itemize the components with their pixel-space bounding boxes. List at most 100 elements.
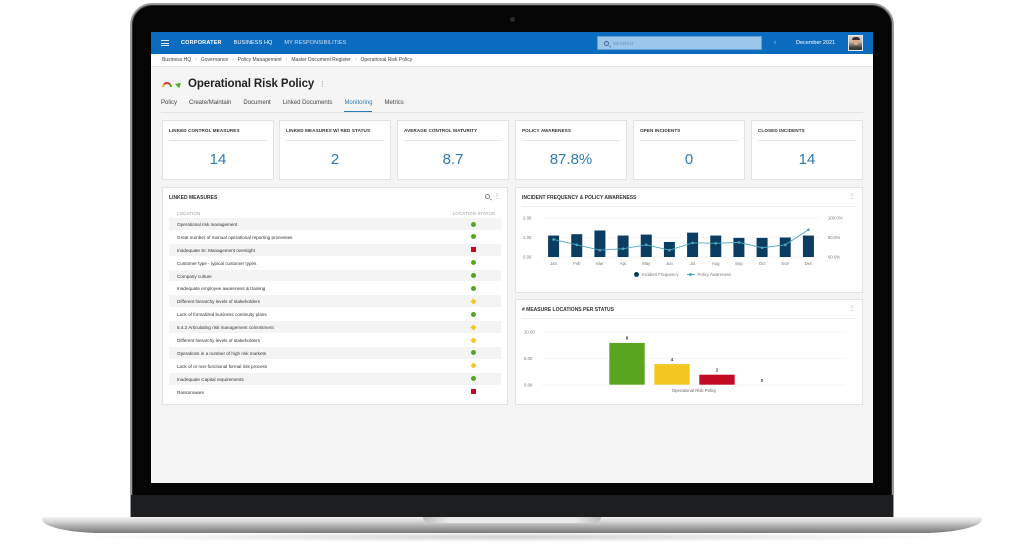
bar-incident-frequency[interactable] [594,230,606,257]
kpi-card-closed-incidents[interactable]: CLOSED INCIDENTS 14 [751,120,863,180]
bar-status-yellow[interactable] [653,363,691,386]
search-icon[interactable] [485,194,490,199]
user-avatar[interactable] [848,35,863,51]
bar-incident-frequency[interactable] [779,237,791,258]
nav-link-business-hq[interactable]: BUSINESS HQ [233,40,273,46]
status-yellow-icon [470,337,477,344]
line-point[interactable] [783,243,787,247]
line-point[interactable] [552,238,555,241]
more-options-icon[interactable]: ⋮ [849,306,855,312]
y-axis-right-tick: 60.0% [828,255,840,260]
line-point[interactable] [621,247,625,251]
bar-incident-frequency[interactable] [733,237,745,257]
divider [286,140,384,141]
tab-policy[interactable]: Policy [161,100,178,106]
line-point[interactable] [714,242,718,245]
status-green-icon [471,234,476,240]
line-point[interactable] [691,241,694,245]
line-point[interactable] [668,248,671,252]
kpi-card-linked-measures-red[interactable]: LINKED MEASURES W/ RED STATUS 2 [279,120,391,180]
period-label[interactable]: December 2021 [796,40,836,46]
table-row[interactable]: Company culture [169,269,501,283]
legend-label[interactable]: Incident Frequency [642,272,679,277]
breadcrumb-item[interactable]: Master Document Register [291,57,351,63]
column-header-location[interactable]: LOCATION [177,211,201,216]
more-options-icon[interactable]: ⋮ [849,194,855,200]
tab-monitoring[interactable]: Monitoring [344,98,373,112]
status-red-icon [471,247,476,253]
data-label: 4 [671,357,674,362]
column-header-location-status[interactable]: LOCATION STATUS [452,211,495,216]
bar-status-green[interactable] [608,342,646,386]
table-row[interactable]: Inadequate Sr. Management oversight [169,243,501,257]
line-point[interactable] [575,243,579,247]
line-point[interactable] [737,241,741,244]
location-name: Inadequate employee awareness & training [177,286,266,292]
divider [758,140,856,141]
location-name: Different hierarchy levels of stakeholde… [177,299,260,305]
chevron-left-icon[interactable]: ‹ [774,40,776,46]
x-axis-tick: Dec [805,261,813,266]
table-row[interactable]: Different hierarchy levels of stakeholde… [169,295,501,309]
bar-incident-frequency[interactable] [617,235,629,257]
breadcrumb-item[interactable]: Business HQ [162,57,192,63]
trend-up-icon [175,80,183,88]
divider [522,206,856,207]
bar-incident-frequency[interactable] [687,232,699,257]
tab-create-maintain[interactable]: Create/Maintain [189,100,232,106]
line-point[interactable] [644,243,648,247]
kpi-card-average-control-maturity[interactable]: AVERAGE CONTROL MATURITY 8.7 [397,120,509,180]
linked-measures-panel: LINKED MEASURES ⋮ LOCATION LOCATION STAT… [162,187,508,405]
x-axis-category: Operational Risk Policy [672,388,717,393]
data-label: 2 [716,367,719,372]
chevron-right-icon: › [195,57,197,63]
more-options-icon[interactable]: ⋮ [494,194,500,200]
line-point[interactable] [760,246,764,250]
table-row[interactable]: Customer type - typical customer types [169,257,501,270]
line-policy-awareness [553,229,809,251]
top-nav: CORPORATER BUSINESS HQ MY RESPONSIBILITI… [151,32,873,54]
table-row[interactable]: Different hierarchy levels of stakeholde… [169,334,501,347]
kpi-value: 14 [209,151,227,168]
divider [404,140,502,141]
bar-status-red[interactable] [698,374,736,386]
breadcrumb: Business HQ › Governance › Policy Manage… [151,54,873,67]
kpi-card-policy-awareness[interactable]: POLICY AWARENESS 87.8% [515,120,627,180]
table-row[interactable]: Inadequate employee awareness & training [169,282,501,296]
table-row[interactable]: 5.4.2 Articulating risk management commi… [169,321,501,335]
kpi-label: POLICY AWARENESS [522,128,572,133]
table-row[interactable]: Ransomware [169,386,501,399]
legend-marker-policy-awareness [686,272,695,276]
tab-linked-documents[interactable]: Linked Documents [282,100,333,106]
kpi-card-linked-control-measures[interactable]: LINKED CONTROL MEASURES 14 [162,120,274,180]
kpi-card-open-incidents[interactable]: OPEN INCIDENTS 0 [633,120,745,180]
table-row[interactable]: Lack of formalized business continuity p… [169,308,501,322]
more-options-icon[interactable]: ⋮ [319,81,327,88]
bar-incident-frequency[interactable] [548,235,560,257]
app-screen: CORPORATER BUSINESS HQ MY RESPONSIBILITI… [151,32,873,483]
line-point[interactable] [807,228,810,231]
table-row[interactable]: Operational risk management [169,218,501,231]
table-header: LOCATION LOCATION STATUS [169,209,501,218]
menu-icon[interactable] [161,40,169,46]
bar-incident-frequency[interactable] [802,235,814,257]
kpi-label: CLOSED INCIDENTS [758,128,805,133]
tab-document[interactable]: Document [243,100,271,106]
data-label: 8 [626,336,629,341]
table-row[interactable]: Great number of manual operational repor… [169,231,501,244]
table-row[interactable]: Lack of or non-functional formal risk pr… [169,360,501,373]
table-row[interactable]: Operations in a number of high risk mark… [169,346,501,360]
brand-logo[interactable]: CORPORATER [181,40,222,46]
nav-link-my-responsibilities[interactable]: MY RESPONSIBILITIES [284,40,347,46]
data-label: 0 [761,378,764,383]
bar-incident-frequency[interactable] [710,235,722,257]
breadcrumb-item[interactable]: Policy Management [237,57,282,63]
tab-metrics[interactable]: Metrics [384,100,404,106]
table-row[interactable]: Inadequate Capital requirements [169,372,501,386]
line-point[interactable] [598,248,602,252]
breadcrumb-item[interactable]: Governance [200,57,229,63]
legend-label[interactable]: Policy Awareness [697,272,732,277]
search-input[interactable]: SEARCH [597,36,762,50]
location-name: Lack of formalized business continuity p… [177,312,267,318]
